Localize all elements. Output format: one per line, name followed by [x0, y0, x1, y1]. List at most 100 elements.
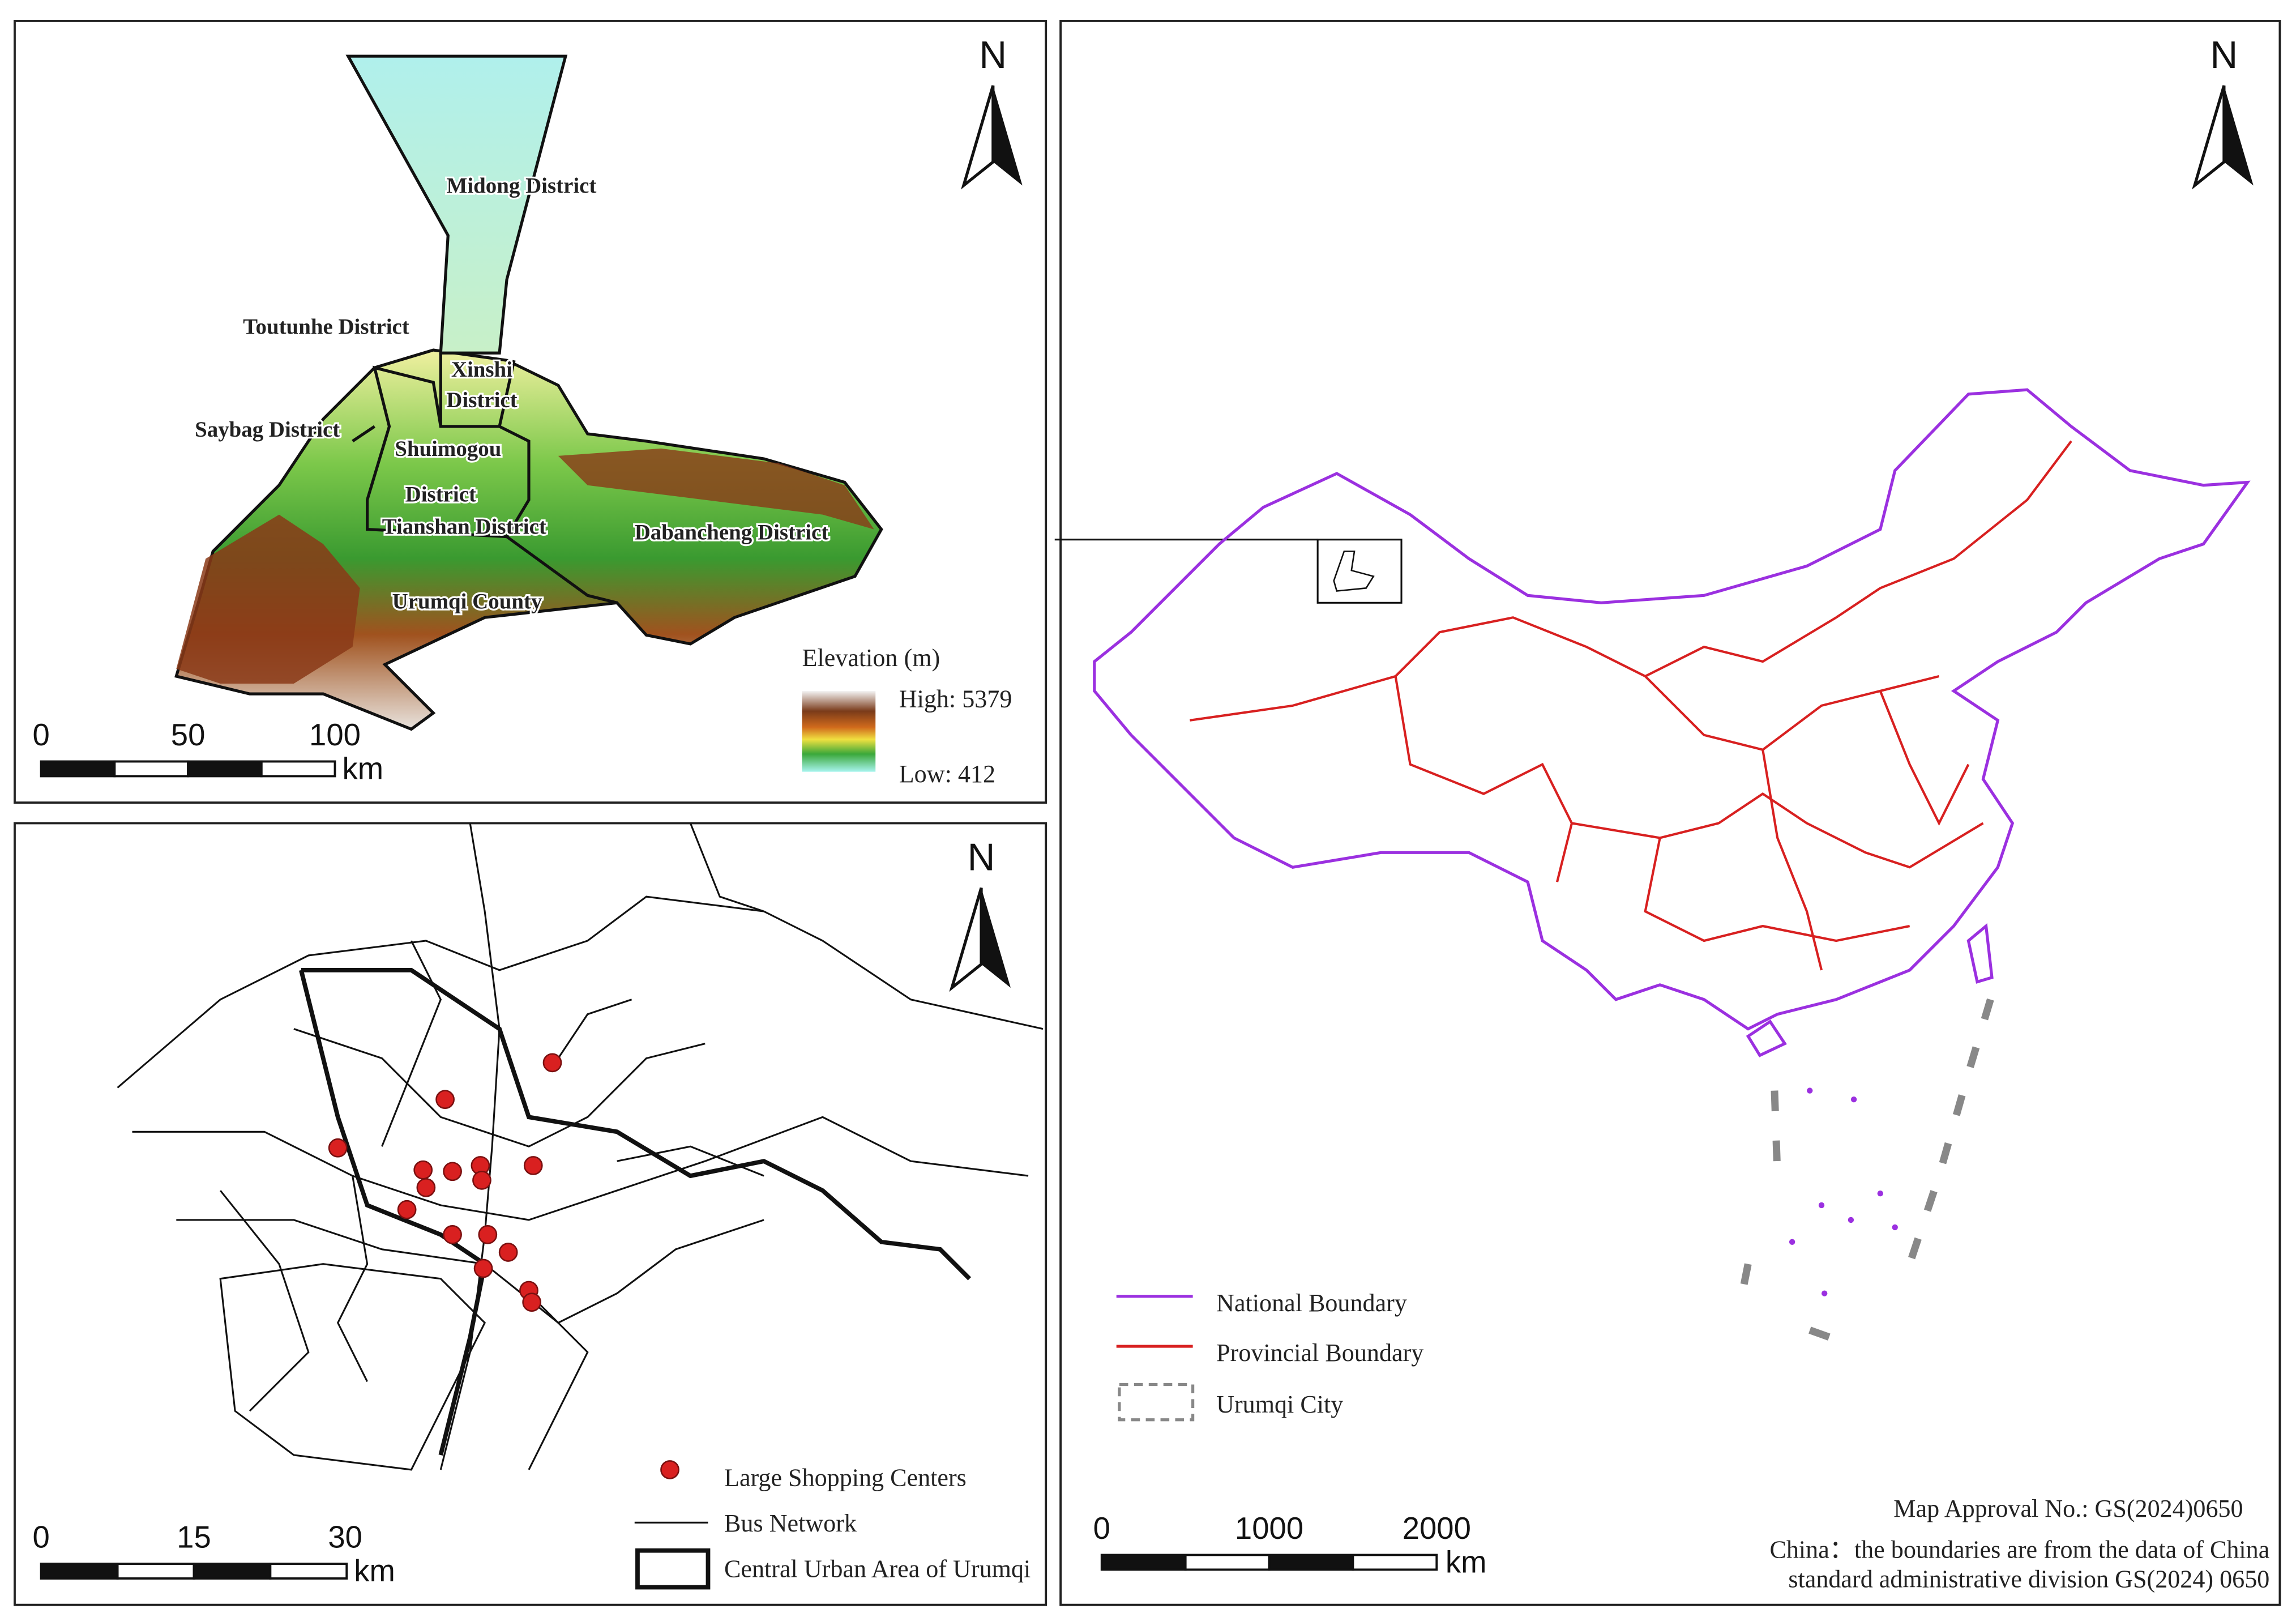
mountain-area [558, 448, 874, 530]
north-arrow [961, 85, 995, 190]
shopping-center [416, 1177, 436, 1197]
island [1789, 1239, 1795, 1245]
scale-label: 0 [32, 1520, 49, 1554]
north-arrow [981, 888, 1011, 988]
district-boundary [352, 353, 618, 604]
shopping-center [473, 1258, 493, 1278]
scale-unit: km [1446, 1545, 1487, 1580]
district-label: Dabancheng District [635, 520, 829, 545]
bus-line [336, 1175, 589, 1470]
scale-segment [187, 760, 263, 778]
scale-bar [40, 760, 336, 778]
shopping-center [498, 1243, 518, 1262]
shopping-center [542, 1053, 562, 1073]
island [1848, 1217, 1854, 1223]
dashed-line [1738, 998, 1994, 1341]
district-label: Xinshi [451, 357, 512, 382]
bus-line [439, 823, 501, 1470]
bus-line [117, 895, 1044, 1089]
legend-title: Elevation (m) [802, 644, 940, 672]
shopping-center [397, 1200, 417, 1219]
mountain-area [176, 514, 360, 684]
bus-line [219, 1263, 486, 1471]
shopping-center [478, 1225, 498, 1244]
elevation-ramp [802, 690, 876, 772]
scale-label: 1000 [1235, 1511, 1303, 1546]
scale-segment [269, 1563, 348, 1580]
island [1850, 1096, 1857, 1103]
north-arrow [993, 86, 1023, 186]
elevation-map: Midong District Toutunhe District Xinshi… [32, 34, 1023, 788]
scale-unit: km [342, 752, 383, 786]
scale-segment [1268, 1554, 1354, 1571]
legend-label: Large Shopping Centers [724, 1464, 967, 1492]
provincial-boundary [1190, 440, 2072, 971]
bus-line [219, 1145, 764, 1412]
shopping-center [413, 1160, 433, 1180]
shopping-center [523, 1156, 543, 1175]
shopping-centers [328, 1053, 562, 1312]
district-label: Saybag District [195, 417, 340, 442]
bus-map: N Large Shopping Centers Bus Network Cen… [32, 822, 1044, 1590]
panel-frame [13, 19, 1047, 804]
shopping-center [472, 1171, 491, 1190]
legend-label: Provincial Boundary [1216, 1339, 1423, 1367]
scale-segment [193, 1563, 272, 1580]
scale-segment [1184, 1554, 1271, 1571]
national-boundary [1093, 388, 2251, 1031]
island [1892, 1224, 1898, 1231]
legend-symbol [1118, 1383, 1195, 1422]
shopping-center [328, 1138, 348, 1158]
district-boundary [365, 365, 531, 539]
approval-number: Map Approval No.: GS(2024)0650 [1893, 1495, 2243, 1522]
island [1877, 1191, 1883, 1197]
island [1822, 1290, 1828, 1296]
bus-line [381, 822, 764, 1147]
legend-symbol [635, 1548, 711, 1590]
legend-label: Bus Network [724, 1509, 857, 1537]
panel-frame [13, 822, 1047, 1606]
scale-segment [1352, 1554, 1438, 1571]
scale-bar [1100, 1554, 1438, 1571]
scale-label: 2000 [1403, 1511, 1471, 1546]
bus-line [132, 1116, 1029, 1221]
island [1818, 1202, 1825, 1209]
legend-low: Low: 412 [899, 760, 995, 788]
district-label: Tianshan District [382, 514, 546, 539]
islands [1789, 1087, 1898, 1296]
scale-bar [40, 1563, 348, 1580]
legend-high: High: 5379 [899, 685, 1012, 712]
district-label: Midong District [447, 173, 597, 198]
north-label: N [979, 34, 1007, 76]
bus-network [117, 822, 1044, 1471]
scale-label: 50 [171, 718, 206, 752]
midong-area [345, 54, 568, 355]
urumqi-outline [1333, 551, 1375, 592]
scale-segment [40, 760, 116, 778]
north-arrow [949, 887, 983, 992]
north-arrow [2224, 86, 2254, 186]
north-arrow [2192, 85, 2226, 190]
scale-label: 100 [309, 718, 361, 752]
scale-label: 15 [177, 1520, 211, 1554]
scale-segment [40, 1563, 119, 1580]
district-label: District [446, 388, 517, 412]
scale-segment [113, 760, 190, 778]
urumqi-locator [1316, 539, 1403, 604]
shopping-center [443, 1225, 462, 1244]
source-note: China：the boundaries are from the data o… [1769, 1536, 2269, 1564]
bus-line [293, 1028, 706, 1147]
scale-label: 30 [328, 1520, 362, 1554]
scale-label: 0 [32, 718, 49, 752]
shopping-center [443, 1162, 462, 1181]
scale-label: 0 [1093, 1511, 1110, 1546]
island [1807, 1087, 1813, 1094]
legend-symbol [660, 1460, 679, 1479]
scale-segment [116, 1563, 195, 1580]
source-note: standard administrative division GS(2024… [1788, 1565, 2269, 1593]
scale-unit: km [354, 1554, 395, 1588]
district-label: Shuimogou [395, 437, 501, 461]
north-label: N [2211, 34, 2238, 76]
scale-segment [260, 760, 336, 778]
